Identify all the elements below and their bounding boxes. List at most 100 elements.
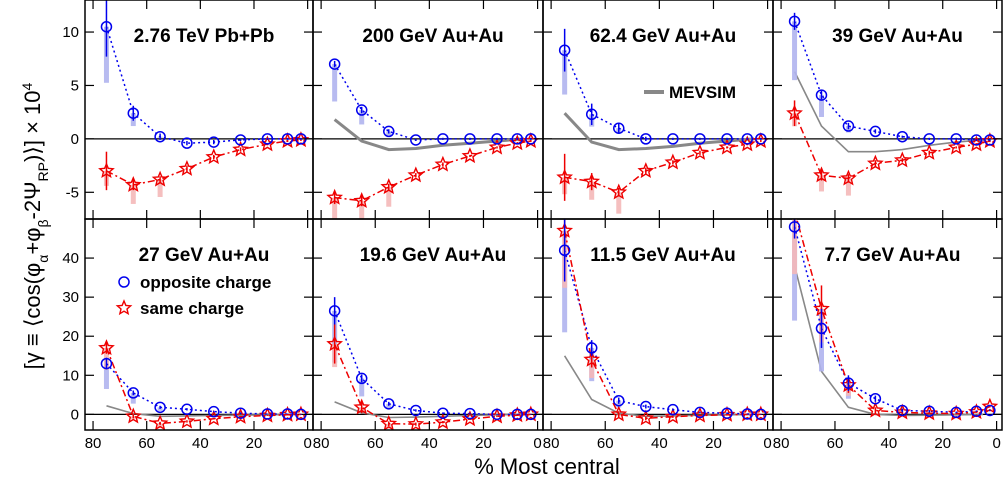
opposite-charge-point (869, 392, 882, 405)
same-charge-point (326, 188, 344, 205)
x-tick-label: 0 (763, 435, 771, 452)
opposite-charge-point (464, 133, 476, 145)
opposite-charge-point (815, 322, 828, 335)
opposite-line (333, 63, 531, 141)
x-tick-label: 40 (651, 435, 668, 452)
same-sys-band (818, 175, 824, 192)
same-sys-band (332, 197, 338, 219)
y-tick-label: 0 (71, 406, 79, 423)
opposite-charge-point (261, 408, 274, 420)
opposite-charge-point (181, 137, 193, 149)
panel-title: 200 GeV Au+Au (362, 26, 503, 47)
same-charge-point (98, 162, 115, 179)
same-charge-point (813, 166, 830, 183)
opposite-charge-point (281, 408, 294, 420)
opposite-charge-point (585, 342, 598, 354)
opposite-charge-point (923, 133, 936, 145)
opposite-charge-point (181, 403, 193, 416)
same-sys-band (130, 184, 136, 204)
panel-title: 39 GeV Au+Au (832, 26, 963, 47)
same-charge-point (583, 350, 601, 367)
x-tick-label: 40 (881, 435, 898, 452)
opposite-sys-band (818, 328, 824, 372)
same-charge-point (583, 172, 601, 189)
same-charge-point (461, 410, 479, 427)
opposite-charge-point (970, 134, 983, 146)
x-tick-label: 0 (303, 435, 311, 452)
same-charge-point (840, 169, 857, 186)
same-charge-point (664, 407, 682, 424)
opposite-charge-point (869, 125, 882, 138)
opposite-charge-point (100, 20, 113, 33)
legend-mevsim-label: MEVSIM (669, 83, 736, 102)
opposite-charge-point (640, 133, 652, 145)
opposite-sys-band (359, 378, 365, 397)
same-charge-point (353, 192, 371, 208)
panel-title: 2.76 TeV Pb+Pb (134, 26, 275, 47)
legend-opposite-marker (118, 276, 130, 288)
same-charge-point (407, 166, 425, 183)
opposite-charge-point (613, 122, 625, 134)
y-axis-title-sub-rp: RP (35, 162, 51, 181)
legend-same-label: same charge (140, 299, 244, 318)
opposite-charge-point (127, 387, 140, 399)
same-charge-point (786, 104, 803, 121)
y-axis-title-sub-alpha: α (35, 255, 51, 263)
opposite-sys-band (332, 64, 338, 102)
same-charge-point (434, 155, 452, 172)
opposite-sys-band (386, 403, 392, 410)
opposite-charge-point (558, 244, 571, 257)
same-charge-point (326, 335, 344, 352)
panel-title: 19.6 GeV Au+Au (360, 245, 507, 266)
opposite-charge-point (970, 405, 983, 417)
x-tick-label: 60 (367, 435, 384, 452)
same-charge-point (178, 412, 196, 429)
x-tick-label: 60 (597, 435, 614, 452)
opposite-charge-point (491, 408, 503, 421)
same-charge-point (866, 401, 884, 418)
opposite-charge-point (667, 133, 679, 145)
opposite-charge-point (558, 44, 571, 56)
opposite-charge-point (923, 405, 936, 417)
opposite-charge-point (234, 134, 247, 146)
same-sys-band (386, 186, 392, 207)
x-tick-label: 80 (773, 435, 790, 452)
opposite-charge-point (410, 134, 422, 146)
opposite-charge-point (410, 404, 422, 417)
same-charge-point (124, 175, 142, 192)
opposite-charge-point (721, 407, 733, 419)
opposite-charge-point (437, 407, 449, 419)
opposite-charge-point (640, 400, 652, 413)
opposite-charge-point (585, 108, 598, 121)
y-axis-title-mid1: +φ (20, 228, 45, 255)
opposite-charge-point (154, 130, 166, 143)
y-tick-label: -5 (66, 184, 79, 201)
x-tick-label: 0 (533, 435, 541, 452)
same-charge-point (866, 154, 884, 171)
same-charge-point (407, 415, 425, 430)
opposite-line (793, 21, 990, 141)
opposite-charge-point (281, 133, 294, 145)
plot-area (773, 12, 1002, 196)
panel-title: 7.7 GeV Au+Au (824, 245, 960, 266)
y-tick-label: 10 (62, 24, 79, 41)
opposite-charge-point (788, 15, 801, 28)
x-tick-label: 80 (313, 435, 330, 452)
opposite-charge-point (721, 133, 733, 145)
same-sys-band (616, 192, 622, 214)
opposite-charge-point (984, 134, 996, 146)
opposite-charge-point (328, 58, 341, 70)
x-tick-label: 20 (475, 435, 492, 452)
same-charge-point (259, 135, 276, 152)
y-tick-label: 20 (62, 328, 79, 345)
x-tick-label: 60 (138, 435, 155, 452)
x-tick-label: 20 (246, 435, 263, 452)
opposite-charge-point (896, 130, 909, 143)
same-sys-band (157, 423, 163, 429)
same-charge-point (380, 178, 398, 195)
same-sys-band (589, 181, 595, 200)
same-charge-point (98, 339, 115, 356)
x-tick-label: 0 (992, 435, 1000, 452)
same-charge-point (178, 159, 196, 176)
